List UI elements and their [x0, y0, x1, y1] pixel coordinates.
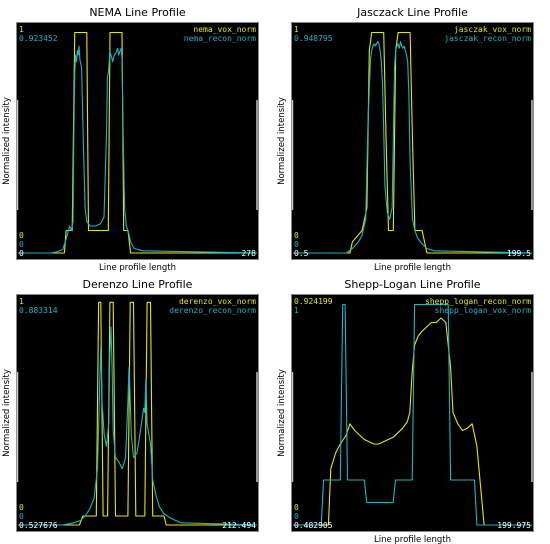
legend-entry-shepp-logan-recon-norm: shepp_logan_recon_norm — [425, 297, 531, 306]
plot-frame — [16, 22, 259, 260]
bottom-value-label: 0 — [294, 512, 299, 521]
top-value-label: 1 — [294, 306, 299, 315]
bottom-value-label: 0 — [19, 503, 24, 512]
x-axis-label: Line profile length — [374, 263, 451, 273]
plot-frame — [291, 294, 534, 532]
chart-panel-jasczack: Jasczack Line Profile Normalized intensit… — [275, 0, 550, 273]
x-max-label: 199.5 — [507, 249, 531, 258]
bottom-value-label: 0 — [19, 512, 24, 521]
chart-title: Jasczack Line Profile — [356, 6, 468, 19]
bottom-value-label: 0 — [294, 231, 299, 240]
x-max-label: 199.975 — [497, 521, 531, 530]
x-max-label: 212.494 — [222, 521, 256, 530]
legend-entry-derenzo-recon-norm: derenzo_recon_norm — [169, 306, 256, 315]
chart-svg: NEMA Line Profile Normalized intensity Lin… — [2, 6, 259, 273]
legend-entry-derenzo-vox-norm: derenzo_vox_norm — [179, 297, 256, 306]
top-value-label: 0.923452 — [19, 34, 58, 43]
series-line-nema-vox-norm — [18, 31, 257, 254]
legend-entry-nema-recon-norm: nema_recon_norm — [184, 34, 256, 43]
plot-area — [16, 294, 259, 532]
chart-panel-nema: NEMA Line Profile Normalized intensity Lin… — [0, 0, 275, 273]
chart-panel-derenzo: Derenzo Line Profile Normalized intensity… — [0, 272, 275, 544]
legend-entry-shepp-logan-vox-norm: shepp_logan_vox_norm — [435, 306, 532, 315]
plot-frame — [291, 22, 534, 260]
x-min-label: 0.482905 — [294, 521, 333, 530]
chart-title: NEMA Line Profile — [89, 6, 186, 19]
chart-svg: Derenzo Line Profile Normalized intensity… — [2, 278, 259, 532]
x-max-label: 278 — [242, 249, 257, 258]
x-axis-label: Line profile length — [99, 263, 176, 273]
y-axis-label: Normalized intensity — [2, 97, 12, 185]
plot-frame — [16, 294, 259, 532]
legend-entry-nema-vox-norm: nema_vox_norm — [193, 25, 256, 34]
legend-entry-jasczak-recon-norm: jasczak_recon_norm — [444, 34, 531, 43]
series-line-jasczak-vox-norm — [293, 31, 532, 254]
chart-panel-shepp-logan: Shepp-Logan Line Profile Normalized inten… — [275, 272, 550, 544]
series-line-shepp-logan-recon-norm — [293, 317, 532, 526]
series-line-nema-recon-norm — [18, 45, 258, 254]
series-line-shepp-logan-vox-norm — [293, 303, 532, 526]
bottom-value-label: 0 — [19, 231, 24, 240]
chart-svg: Shepp-Logan Line Profile Normalized inten… — [277, 278, 534, 544]
bottom-value-label: 0 — [294, 503, 299, 512]
x-axis-label: Line profile length — [374, 535, 451, 544]
top-value-label: 0.883314 — [19, 306, 58, 315]
bottom-value-label: 0 — [294, 240, 299, 249]
top-value-label: 0.948795 — [294, 34, 333, 43]
plot-area — [291, 294, 534, 532]
x-min-label: 0.5 — [294, 249, 309, 258]
y-axis-label: Normalized intensity — [277, 369, 287, 457]
y-axis-label: Normalized intensity — [2, 369, 12, 457]
bottom-value-label: 0 — [19, 240, 24, 249]
top-value-label: 1 — [19, 25, 24, 34]
legend-entry-jasczak-vox-norm: jasczak_vox_norm — [454, 25, 531, 34]
chart-title: Shepp-Logan Line Profile — [344, 278, 480, 291]
chart-svg: Jasczack Line Profile Normalized intensit… — [277, 6, 534, 273]
series-line-derenzo-recon-norm — [18, 326, 258, 526]
x-min-label: 0.527676 — [19, 521, 58, 530]
bottom-value-label: 0 — [19, 249, 24, 258]
top-value-label: 1 — [19, 297, 24, 306]
chart-title: Derenzo Line Profile — [83, 278, 193, 291]
top-value-label: 0.924199 — [294, 297, 333, 306]
series-line-jasczak-recon-norm — [293, 40, 533, 254]
y-axis-label: Normalized intensity — [277, 97, 287, 185]
series-line-derenzo-vox-norm — [18, 301, 257, 526]
plot-area — [16, 22, 259, 260]
top-value-label: 1 — [294, 25, 299, 34]
